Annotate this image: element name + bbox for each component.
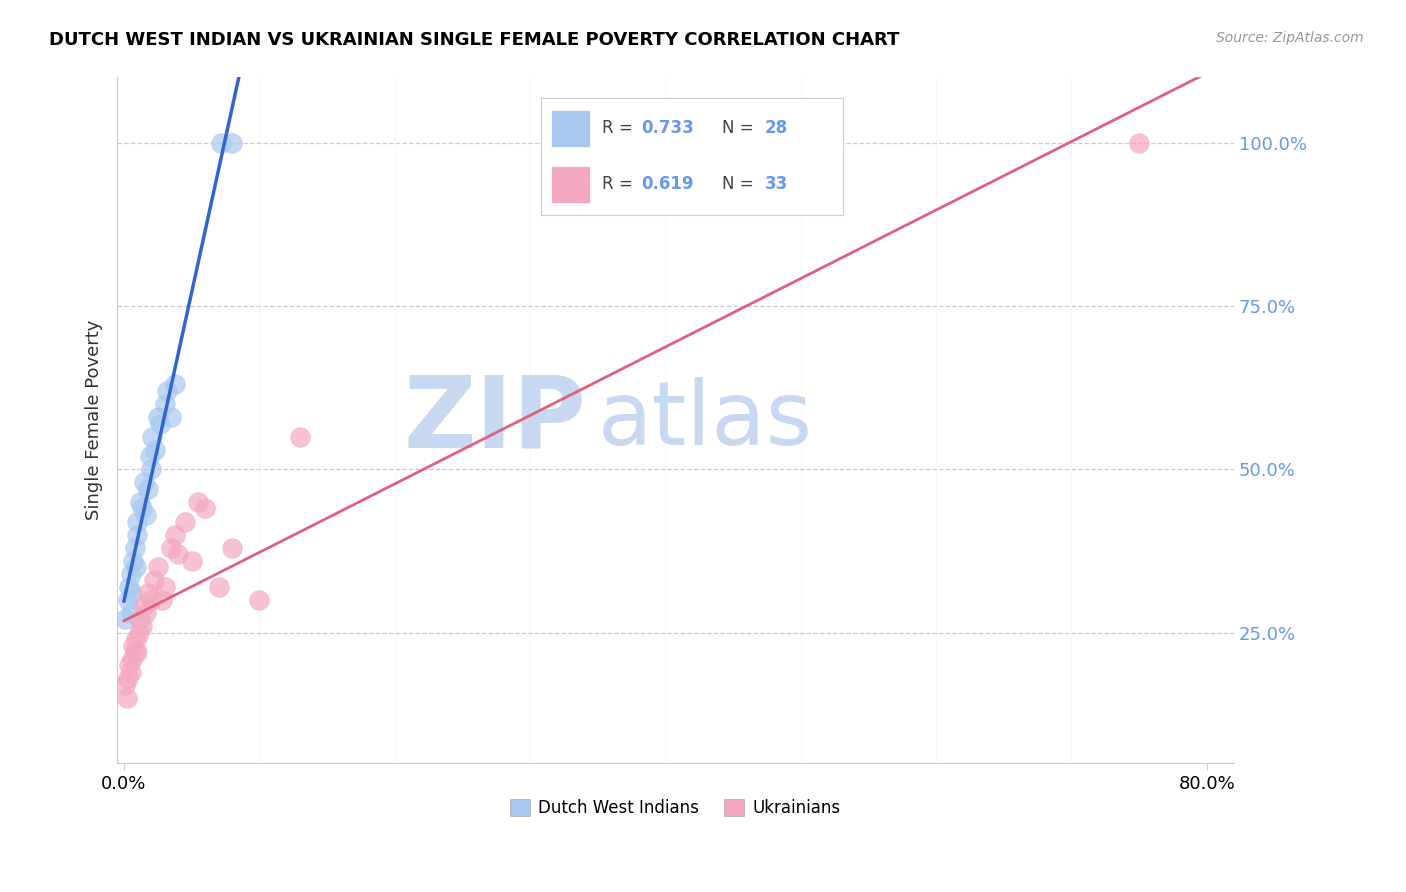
Ukrainians: [139, 592, 162, 607]
Dutch West Indians: [209, 136, 232, 150]
Ukrainians: [165, 527, 187, 541]
Ukrainians: [117, 671, 139, 685]
Ukrainians: [114, 678, 136, 692]
Ukrainians: [221, 541, 243, 555]
Ukrainians: [129, 612, 152, 626]
Ukrainians: [194, 501, 217, 516]
Ukrainians: [131, 619, 153, 633]
Ukrainians: [122, 639, 145, 653]
Y-axis label: Single Female Poverty: Single Female Poverty: [86, 320, 103, 520]
Dutch West Indians: [124, 541, 146, 555]
Ukrainians: [128, 625, 150, 640]
Ukrainians: [180, 554, 202, 568]
Dutch West Indians: [121, 586, 143, 600]
Text: atlas: atlas: [598, 376, 813, 464]
Dutch West Indians: [156, 384, 179, 398]
Dutch West Indians: [134, 475, 156, 490]
Ukrainians: [288, 429, 311, 443]
Ukrainians: [173, 515, 195, 529]
Ukrainians: [134, 599, 156, 614]
Text: DUTCH WEST INDIAN VS UKRAINIAN SINGLE FEMALE POVERTY CORRELATION CHART: DUTCH WEST INDIAN VS UKRAINIAN SINGLE FE…: [49, 31, 900, 49]
Dutch West Indians: [160, 410, 183, 425]
Dutch West Indians: [131, 501, 153, 516]
Ukrainians: [142, 574, 165, 588]
Dutch West Indians: [120, 566, 142, 581]
Ukrainians: [127, 645, 149, 659]
Dutch West Indians: [120, 606, 142, 620]
Dutch West Indians: [153, 397, 176, 411]
Ukrainians: [187, 495, 209, 509]
Dutch West Indians: [129, 495, 152, 509]
Dutch West Indians: [135, 508, 157, 522]
Dutch West Indians: [138, 449, 160, 463]
Legend: Dutch West Indians, Ukrainians: Dutch West Indians, Ukrainians: [503, 792, 848, 823]
Dutch West Indians: [122, 554, 145, 568]
Ukrainians: [136, 586, 159, 600]
Dutch West Indians: [146, 410, 169, 425]
Ukrainians: [118, 658, 141, 673]
Dutch West Indians: [143, 442, 166, 457]
Ukrainians: [125, 632, 148, 646]
Dutch West Indians: [139, 462, 162, 476]
Dutch West Indians: [118, 580, 141, 594]
Ukrainians: [120, 665, 142, 679]
Ukrainians: [150, 592, 173, 607]
Dutch West Indians: [114, 612, 136, 626]
Ukrainians: [135, 606, 157, 620]
Text: Source: ZipAtlas.com: Source: ZipAtlas.com: [1216, 31, 1364, 45]
Dutch West Indians: [136, 482, 159, 496]
Ukrainians: [146, 560, 169, 574]
Ukrainians: [1128, 136, 1150, 150]
Ukrainians: [160, 541, 183, 555]
Dutch West Indians: [141, 429, 163, 443]
Dutch West Indians: [149, 417, 172, 431]
Dutch West Indians: [117, 592, 139, 607]
Ukrainians: [115, 690, 138, 705]
Text: ZIP: ZIP: [404, 372, 586, 469]
Ukrainians: [153, 580, 176, 594]
Dutch West Indians: [221, 136, 243, 150]
Ukrainians: [247, 592, 270, 607]
Ukrainians: [124, 645, 146, 659]
Ukrainians: [208, 580, 231, 594]
Dutch West Indians: [127, 527, 149, 541]
Dutch West Indians: [165, 377, 187, 392]
Dutch West Indians: [125, 560, 148, 574]
Dutch West Indians: [127, 515, 149, 529]
Ukrainians: [167, 547, 190, 561]
Ukrainians: [121, 651, 143, 665]
